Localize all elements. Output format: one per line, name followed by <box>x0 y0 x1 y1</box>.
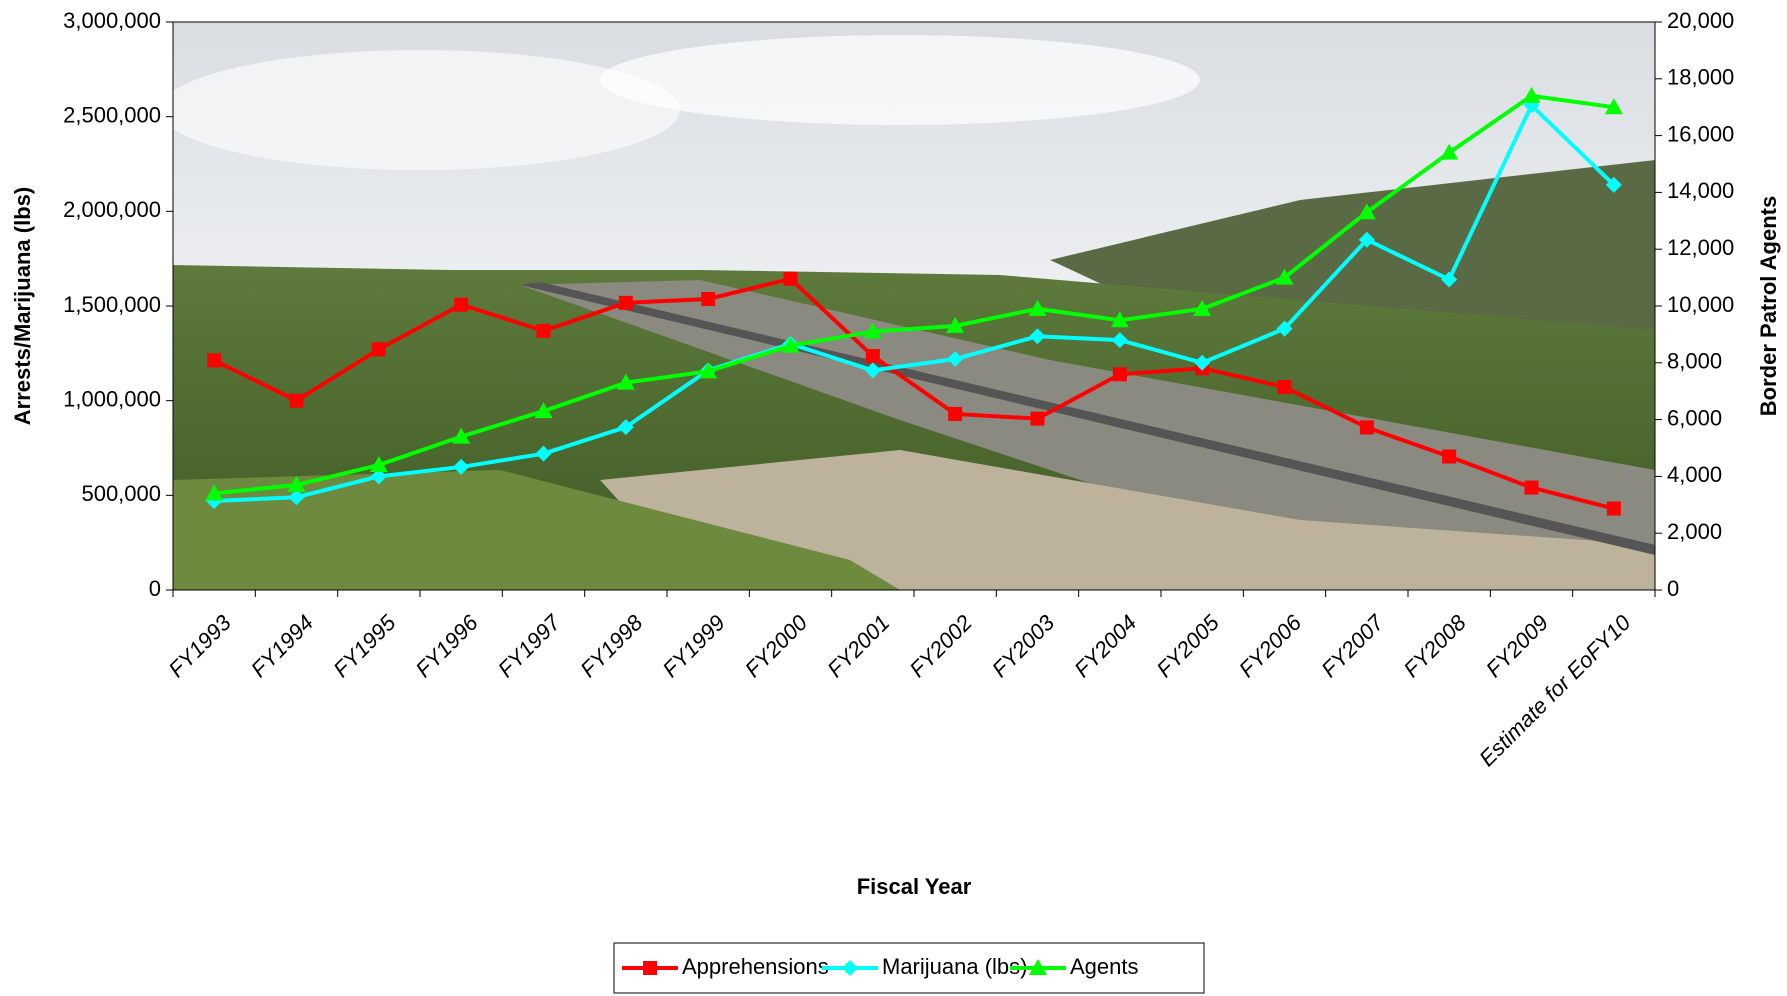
y-tick-label: 1,500,000 <box>63 292 161 317</box>
x-tick-label: FY2004 <box>1069 610 1141 682</box>
y-tick-label: 2,500,000 <box>63 102 161 127</box>
data-point <box>1607 502 1621 516</box>
data-point <box>784 272 798 286</box>
data-point <box>1113 367 1127 381</box>
y2-tick-label: 12,000 <box>1667 235 1734 260</box>
data-point <box>290 394 304 408</box>
x-tick-label: FY2008 <box>1399 609 1472 682</box>
legend-label: Agents <box>1070 954 1139 979</box>
x-tick-label: FY1999 <box>658 610 730 682</box>
y2-tick-label: 14,000 <box>1667 178 1734 203</box>
x-tick-label: Estimate for EoFY10 <box>1474 609 1636 771</box>
y2-axis-title: Border Patrol Agents <box>1756 196 1781 416</box>
y2-tick-label: 16,000 <box>1667 121 1734 146</box>
background-photo <box>160 22 1655 590</box>
y2-tick-label: 18,000 <box>1667 65 1734 90</box>
x-tick-label: FY2000 <box>740 609 813 682</box>
x-tick-label: FY1996 <box>411 609 484 682</box>
data-point <box>454 298 468 312</box>
y2-tick-label: 10,000 <box>1667 292 1734 317</box>
y2-tick-label: 0 <box>1667 576 1679 601</box>
legend-label: Marijuana (lbs) <box>882 954 1028 979</box>
chart: Arrests/Marijuana (lbs) Border Patrol Ag… <box>0 0 1787 996</box>
data-point <box>701 292 715 306</box>
data-point <box>372 342 386 356</box>
y-axis-title: Arrests/Marijuana (lbs) <box>10 187 35 425</box>
y2-tick-label: 2,000 <box>1667 519 1722 544</box>
y2-tick-label: 4,000 <box>1667 462 1722 487</box>
data-point <box>1278 380 1292 394</box>
x-tick-label: FY1998 <box>575 609 648 682</box>
legend-label: Apprehensions <box>682 954 829 979</box>
y2-tick-label: 8,000 <box>1667 349 1722 374</box>
x-tick-label: FY2009 <box>1481 610 1553 682</box>
data-point <box>1442 450 1456 464</box>
x-tick-label: FY2005 <box>1152 609 1225 682</box>
x-tick-label: FY2003 <box>987 609 1060 682</box>
x-tick-label: FY1993 <box>164 609 237 682</box>
data-point <box>866 349 880 363</box>
x-tick-label: FY2001 <box>822 610 894 682</box>
y-tick-label: 2,000,000 <box>63 197 161 222</box>
x-axis-title: Fiscal Year <box>857 874 972 899</box>
x-tick-label: FY1995 <box>328 609 401 682</box>
data-point <box>1525 481 1539 495</box>
x-tick-label: FY2006 <box>1234 609 1307 682</box>
x-tick-label: FY1997 <box>493 609 566 682</box>
data-point <box>619 296 633 310</box>
data-point <box>948 407 962 421</box>
data-point <box>1031 412 1045 426</box>
y-tick-label: 3,000,000 <box>63 8 161 33</box>
x-tick-label: FY2002 <box>905 610 977 682</box>
y-tick-label: 500,000 <box>81 481 161 506</box>
x-tick-label: FY2007 <box>1316 609 1389 682</box>
y-tick-label: 0 <box>149 576 161 601</box>
data-point <box>1360 420 1374 434</box>
data-point <box>537 324 551 338</box>
y2-tick-label: 6,000 <box>1667 405 1722 430</box>
y-tick-label: 1,000,000 <box>63 386 161 411</box>
data-point <box>207 353 221 367</box>
legend-marker <box>643 961 657 975</box>
y2-tick-label: 20,000 <box>1667 8 1734 33</box>
x-tick-label: FY1994 <box>246 610 318 682</box>
